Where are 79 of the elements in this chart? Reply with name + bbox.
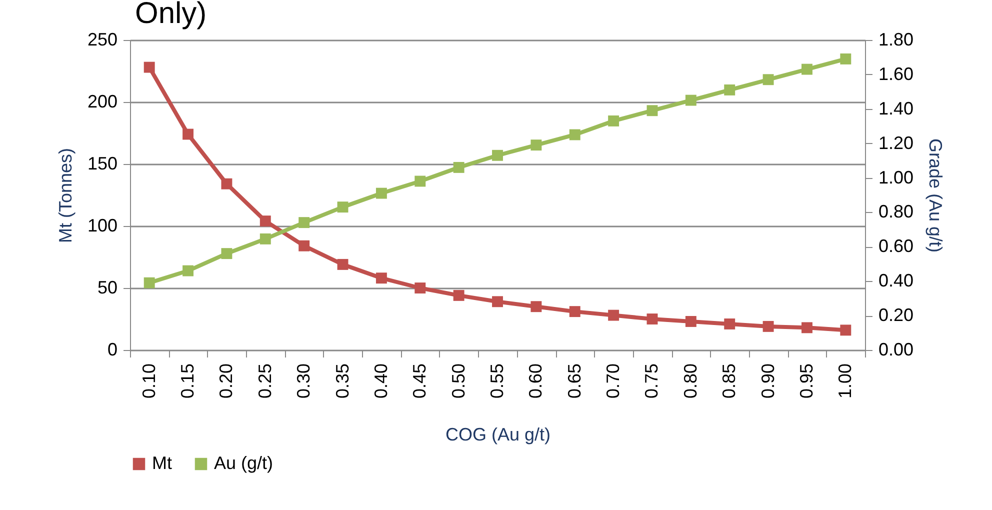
point — [801, 64, 812, 75]
point — [260, 233, 271, 244]
point — [337, 258, 348, 270]
y2-tick-label: 0.20 — [878, 305, 914, 326]
y2-tick-label: 0.40 — [878, 270, 914, 291]
point — [762, 320, 774, 332]
x-tick-label: 0.15 — [178, 364, 198, 399]
point — [376, 188, 387, 199]
point — [260, 216, 271, 227]
point — [724, 84, 736, 96]
point — [530, 301, 542, 312]
point — [221, 248, 232, 260]
x-tick-label: 0.50 — [448, 364, 468, 399]
point — [762, 74, 774, 86]
y2-tick-label: 1.40 — [878, 98, 914, 118]
point — [298, 240, 310, 252]
point — [376, 272, 387, 284]
point — [724, 318, 736, 330]
y2-tick-label: 1.20 — [878, 132, 914, 153]
point — [608, 115, 620, 126]
y-tick-label: 150 — [87, 154, 118, 174]
point — [569, 129, 580, 140]
point — [685, 316, 696, 327]
point — [646, 105, 658, 116]
y-tick-label: 0 — [107, 340, 118, 360]
point — [221, 178, 232, 190]
x-tick-label: 0.45 — [410, 364, 430, 399]
point — [801, 322, 812, 334]
point — [144, 277, 155, 288]
x-tick-label: 0.80 — [680, 364, 700, 399]
y-axis-title: Mt (Tonnes) — [55, 148, 76, 244]
legend-label: Mt — [152, 453, 172, 473]
point — [298, 217, 310, 228]
x-tick-label: 0.35 — [332, 364, 352, 399]
y-tick-label: 250 — [87, 30, 118, 50]
point — [840, 324, 852, 336]
y2-tick-label: 1.80 — [878, 30, 914, 50]
point — [646, 314, 658, 324]
x-tick-label: 0.30 — [294, 364, 314, 399]
point — [840, 53, 852, 64]
x-tick-label: 0.60 — [526, 364, 546, 399]
y2-tick-label: 0.80 — [878, 202, 914, 222]
point — [685, 94, 696, 106]
point — [414, 282, 426, 294]
point — [182, 128, 194, 140]
point — [453, 162, 464, 173]
legend-label: Au (g/t) — [214, 453, 274, 473]
x-tick-label: 0.25 — [254, 364, 275, 399]
point — [337, 202, 348, 213]
point — [569, 306, 580, 318]
x-tick-label: 0.85 — [719, 364, 740, 399]
x-tick-label: 1.00 — [835, 364, 856, 399]
point — [414, 176, 426, 187]
y-tick-label: 100 — [87, 216, 118, 236]
y-tick-label: 200 — [87, 92, 118, 112]
x-tick-label: 0.55 — [487, 364, 507, 399]
x-axis-title: COG (Au g/t) — [445, 424, 551, 445]
x-tick-label: 0.65 — [564, 364, 584, 399]
y-tick-label: 50 — [97, 278, 118, 298]
point — [492, 296, 503, 308]
x-tick-label: 0.20 — [216, 364, 236, 399]
point — [182, 265, 194, 276]
x-tick-label: 0.10 — [138, 364, 159, 399]
y2-tick-label: 1.60 — [878, 64, 914, 84]
chart-title: Only) — [135, 0, 207, 30]
y2-tick-label: 1.00 — [878, 167, 914, 188]
point — [530, 140, 542, 151]
x-tick-label: 0.75 — [642, 364, 662, 399]
x-tick-label: 0.40 — [370, 364, 391, 399]
point — [453, 290, 464, 301]
point — [492, 150, 503, 161]
x-tick-label: 0.95 — [796, 364, 816, 399]
y2-tick-label: 0.00 — [878, 340, 914, 360]
y2-axis-title: Grade (Au g/t) — [926, 138, 946, 253]
x-tick-label: 0.90 — [758, 364, 778, 399]
y2-tick-label: 0.60 — [878, 236, 914, 256]
point — [144, 62, 155, 73]
point — [608, 310, 620, 321]
x-tick-label: 0.70 — [603, 364, 624, 399]
